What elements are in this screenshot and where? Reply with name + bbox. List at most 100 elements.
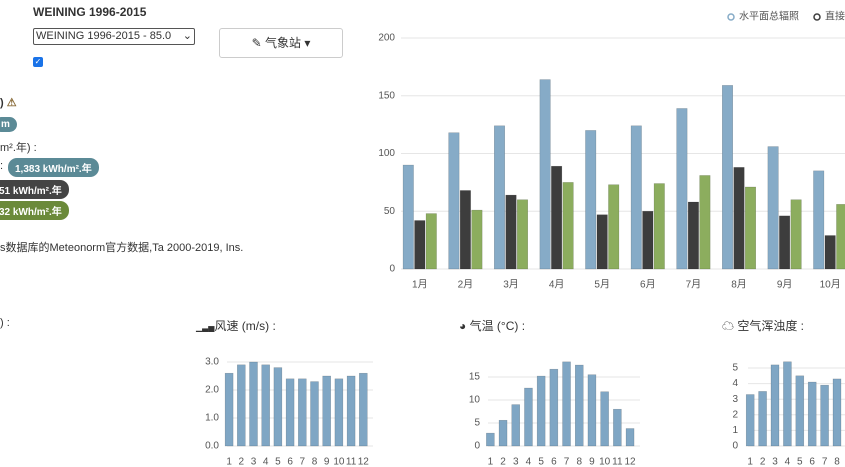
bar [676,108,688,270]
chart-title: ◕ 气温 (°C) : [459,319,526,333]
x-tick-label: 4 [785,457,791,467]
y-tick-label: 2.0 [205,385,219,396]
bar [745,394,755,447]
bar [471,209,483,270]
bar [807,381,817,447]
x-tick-label: 8月 [731,279,747,291]
x-tick-label: 6 [809,457,815,467]
x-tick-label: 2 [239,457,245,467]
bar [596,214,608,270]
bar [587,374,597,447]
bar [783,361,792,447]
y-tick-label: 5 [474,418,480,429]
station-button[interactable]: ✎ 气象站 ▾ [219,28,343,58]
x-tick-label: 4月 [549,279,565,291]
x-tick-label: 1 [747,457,753,467]
x-tick-label: 7 [564,457,570,467]
bar [795,375,805,447]
title-text: 气温 (°C) : [469,319,526,333]
x-tick-label: 7 [300,457,306,467]
y-tick-label: 3 [732,394,738,405]
bar [562,182,574,270]
x-tick-label: 12 [358,457,370,467]
x-tick-label: 10 [333,457,345,467]
bar [261,364,270,447]
bar [310,381,319,447]
checkbox[interactable]: ✓ [33,57,43,67]
station-title: WEINING 1996-2015 [33,5,147,19]
bar [613,408,622,447]
y-tick-label: 100 [378,148,395,159]
bar [608,184,620,270]
x-tick-label: 7月 [686,279,702,291]
bar [630,125,642,270]
bar [273,367,283,447]
bar [536,375,546,447]
x-tick-label: 10月 [820,279,841,291]
bar [832,378,842,447]
y-tick-label: 5 [732,363,738,374]
x-tick-label: 9 [589,457,595,467]
legend-label: 水平面总辐照 [739,10,799,23]
ghi-badge: 1,383 kWh/m².年 [8,158,99,177]
bar [486,432,495,447]
bar [790,199,802,270]
x-tick-label: 6月 [640,279,656,291]
y-tick-label: 0 [474,441,480,452]
x-tick-label: 3 [251,457,257,467]
bar [625,428,635,447]
bar [722,85,733,270]
x-tick-label: 1月 [412,279,428,291]
x-tick-label: 4 [263,457,269,467]
bar [249,361,258,447]
bar [359,372,368,447]
x-tick-label: 12 [624,457,636,467]
bar [517,199,528,270]
bar [824,235,836,270]
bar [779,215,791,270]
bar [585,130,597,270]
x-tick-label: 3 [513,457,519,467]
dhi-badge: 32 kWh/m².年 [0,201,69,220]
x-tick-label: 9 [324,457,330,467]
x-tick-label: 2 [500,457,506,467]
x-tick-label: 7 [822,457,828,467]
bar [224,372,234,447]
dni-badge: 51 kWh/m².年 [0,180,69,199]
bar [733,167,745,270]
bar [551,165,563,270]
x-tick-label: 5月 [594,279,610,291]
bar [575,364,584,447]
bar [600,391,609,447]
x-tick-label: 3 [772,457,778,467]
bar [322,375,331,447]
x-tick-label: 6 [287,457,293,467]
bar [767,146,779,270]
chart-title: ☁ 空气浑浊度 : [722,319,805,333]
x-tick-label: 1 [226,457,232,467]
station-select[interactable]: WEINING 1996-2015 - 85.0 ⌄ [33,28,195,45]
bar [813,170,825,270]
bar [539,79,551,270]
unit-label: m².年) : [0,142,37,154]
x-tick-label: 3月 [503,279,519,291]
y-tick-label: 4 [732,378,738,389]
warning-paren: ) [0,97,4,109]
y-tick-label: 50 [384,206,396,217]
bar [414,220,426,270]
chart-title: ) : [0,317,10,329]
y-tick-label: 3.0 [205,357,219,368]
y-tick-label: 1.0 [205,413,219,424]
x-tick-label: 10 [599,457,611,467]
y-tick-label: 0 [389,264,395,275]
bar [334,378,344,447]
chart-title: ▁▃▅风速 (m/s) : [196,319,276,333]
bar [237,364,246,447]
bar [511,404,520,447]
bar [642,211,654,270]
y-tick-label: 0.0 [205,441,219,452]
bar [687,201,699,270]
legend-marker [813,13,821,21]
x-tick-label: 6 [551,457,557,467]
